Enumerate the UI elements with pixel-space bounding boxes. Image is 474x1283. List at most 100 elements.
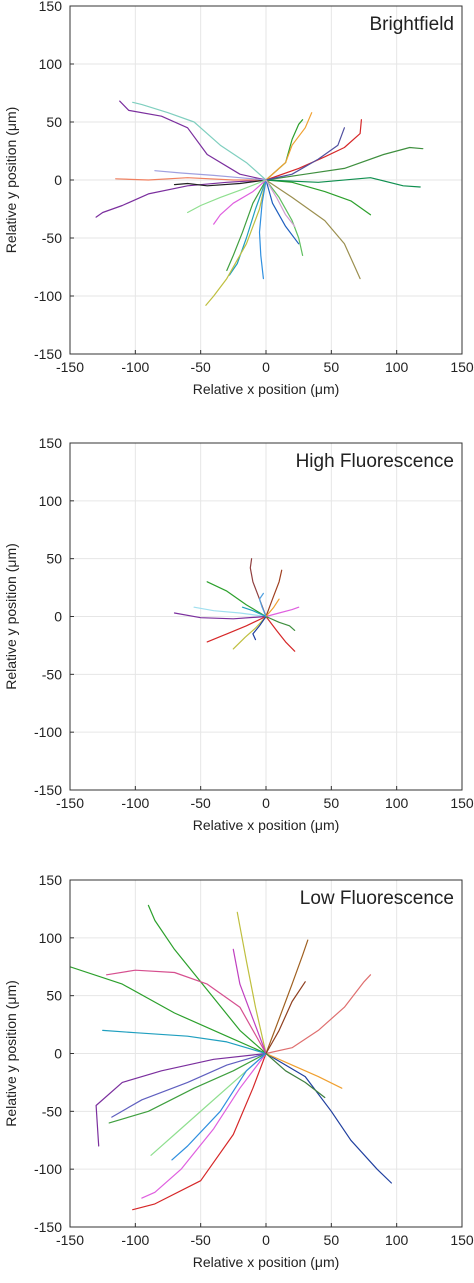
trajectory-9 [265,974,372,1055]
panel-title: High Fluorescence [296,451,454,472]
trajectory-20 [187,179,267,214]
trajectory-2 [95,1052,267,1147]
trajectory-17 [205,179,267,306]
trajectory-15 [226,179,267,272]
x-axis-label: Relative x position (μm) [193,817,340,833]
trajectory-15 [232,948,267,1055]
y-tick-label: 50 [46,114,62,130]
y-tick-label: 100 [39,493,63,509]
trajectory-14 [265,179,304,256]
y-tick-label: -100 [34,1161,62,1177]
trajectory-21 [265,179,300,245]
x-tick-label: 0 [262,1232,270,1248]
trajectory-11 [265,112,313,181]
x-tick-label: -150 [56,795,84,811]
trajectory-3 [193,606,267,618]
x-tick-label: -100 [121,1232,149,1248]
trajectory-8 [265,606,300,618]
x-axis-label: Relative x position (μm) [193,381,340,397]
trajectory-16 [171,1052,267,1161]
trajectory-4 [173,179,267,187]
trajectory-9 [265,177,421,188]
x-tick-label: 100 [385,1232,409,1248]
trajectory-1 [95,179,267,218]
trajectory-6 [105,969,267,1055]
y-tick-label: 0 [54,1046,62,1062]
trajectory-4 [141,1052,267,1199]
y-tick-label: -50 [42,666,62,682]
trajectory-19 [213,179,267,225]
trajectory-4 [173,612,267,620]
trajectories [95,100,424,306]
trajectory-5 [154,170,267,181]
x-tick-label: 150 [450,795,474,811]
panel-title: Low Fluorescence [300,888,454,909]
trajectory-16 [228,179,267,276]
trajectory-7 [265,179,372,216]
y-tick-label: 150 [39,872,63,888]
y-tick-label: -100 [34,724,62,740]
x-axis-label: Relative x position (μm) [193,1254,340,1270]
y-tick-label: -50 [42,230,62,246]
trajectory-1 [265,569,283,618]
trajectory-8 [265,146,424,181]
y-tick-label: -150 [34,1219,62,1235]
trajectory-18 [258,179,267,280]
y-tick-label: 0 [54,172,62,188]
x-tick-label: -50 [191,795,211,811]
trajectory-12 [265,179,361,280]
y-tick-label: 100 [39,56,63,72]
x-tick-label: 50 [324,1232,340,1248]
panel-2: -150 -100 -50 0 50 100 150 -150 -100 -50 0 50 100 150… [3,872,474,1270]
trajectory-5 [265,1052,392,1184]
y-tick-label: 50 [46,551,62,567]
trajectories [70,904,392,1211]
trajectory-13 [111,1052,267,1118]
trajectory-7 [265,615,296,652]
x-tick-label: 0 [262,795,270,811]
x-tick-label: -100 [121,359,149,375]
trajectory-11 [102,1029,267,1055]
trajectory-1 [147,904,267,1055]
x-tick-label: -100 [121,795,149,811]
y-tick-label: 0 [54,609,62,625]
trajectory-9 [265,615,296,632]
panel-title: Brightfield [370,14,455,35]
trajectory-10 [265,1052,343,1089]
trajectory-0 [119,100,267,181]
x-tick-label: 50 [324,795,340,811]
trajectory-0 [249,558,267,618]
y-axis-label: Relative y position (μm) [3,543,19,690]
y-tick-label: -50 [42,1103,62,1119]
y-tick-label: 150 [39,0,63,14]
trajectory-8 [265,939,309,1055]
trajectory-17 [265,981,306,1055]
trajectory-22 [265,179,296,227]
trajectory-0 [70,966,267,1055]
trajectory-12 [108,1052,267,1124]
trajectory-3 [132,1052,267,1211]
x-tick-label: -150 [56,1232,84,1248]
x-tick-label: 0 [262,359,270,375]
y-tick-label: -150 [34,782,62,798]
trajectory-10 [265,119,362,181]
x-tick-label: 150 [450,1232,474,1248]
trajectory-18 [265,1052,326,1099]
x-tick-label: -150 [56,359,84,375]
y-tick-label: 150 [39,435,63,451]
panel-0: -150 -100 -50 0 50 100 150 -150 -100 -50 0 50 100 150… [3,0,474,397]
x-tick-label: -50 [191,1232,211,1248]
x-tick-label: 100 [385,359,409,375]
trajectory-13 [265,127,345,181]
y-tick-label: -100 [34,288,62,304]
trajectory-6 [232,615,267,650]
panel-1: -150 -100 -50 0 50 100 150 -150 -100 -50 0 50 100 150… [3,435,474,833]
trajectory-11 [258,592,267,618]
trajectory-10 [252,615,267,641]
trajectory-2 [132,101,267,181]
x-tick-label: 150 [450,359,474,375]
trajectory-5 [206,615,267,643]
trajectory-12 [265,598,280,618]
y-tick-label: 50 [46,988,62,1004]
y-tick-label: -150 [34,346,62,362]
